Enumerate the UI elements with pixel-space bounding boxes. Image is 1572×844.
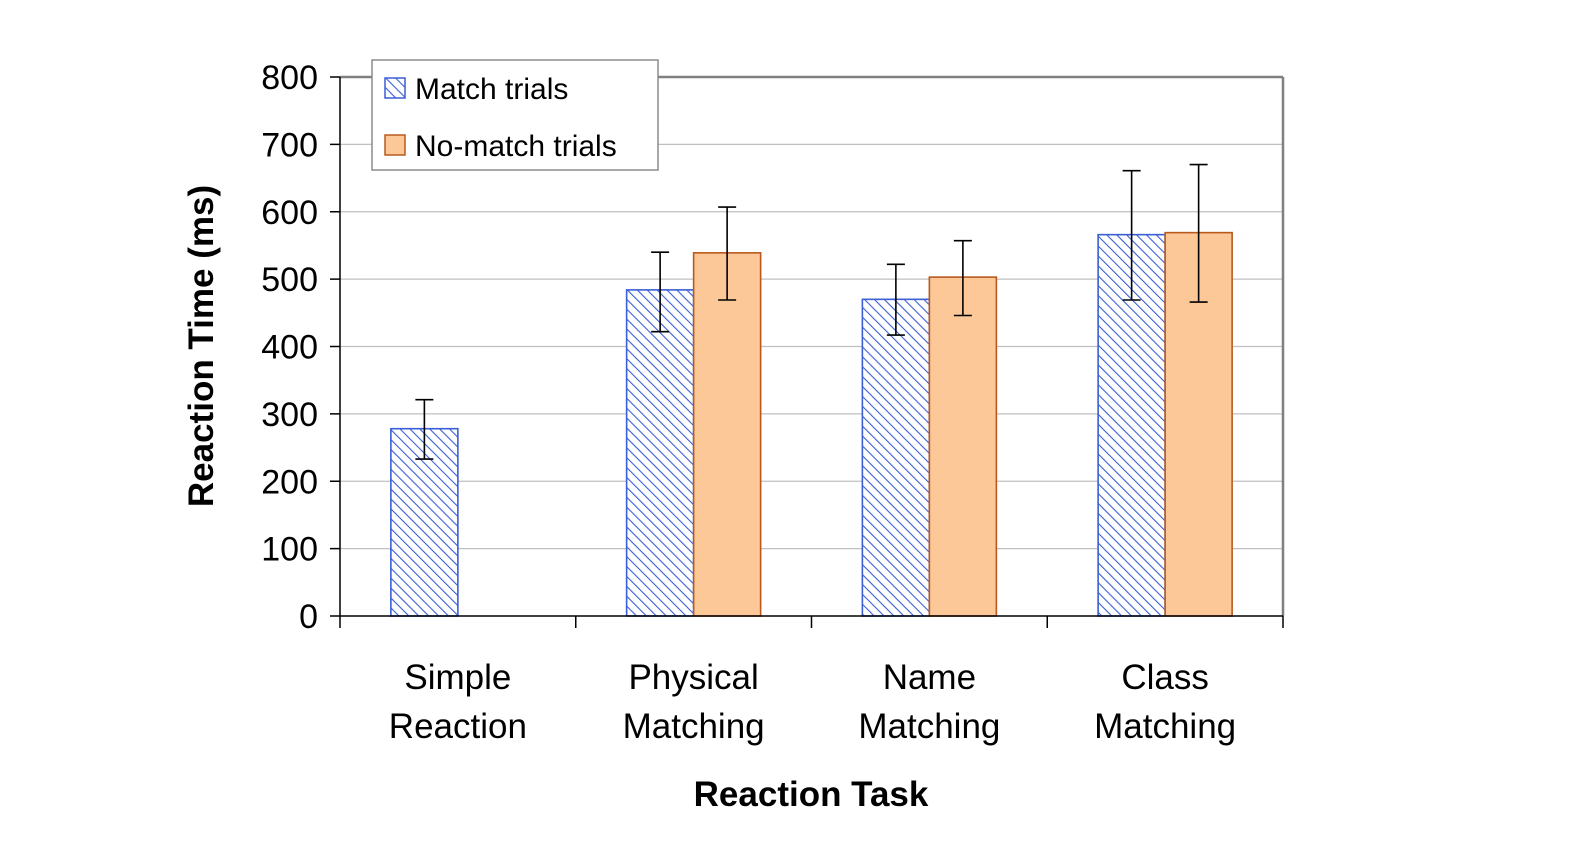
x-tick-label: Matching	[1094, 707, 1236, 746]
y-tick-label: 200	[261, 463, 318, 501]
error-bar	[415, 398, 434, 460]
y-tick-label: 800	[261, 59, 318, 97]
x-tick-label: Physical	[628, 658, 758, 697]
y-tick-label: 500	[261, 261, 318, 299]
x-tick-label: Reaction	[389, 707, 527, 746]
y-tick-label: 400	[261, 329, 318, 367]
legend-swatch-match	[384, 77, 406, 99]
error-bar	[718, 206, 737, 301]
error-bar	[651, 251, 670, 333]
x-tick-label: Simple	[404, 658, 511, 697]
legend: Match trials No-match trials	[371, 59, 659, 171]
y-tick-label: 700	[261, 126, 318, 164]
x-tick-label: Matching	[623, 707, 765, 746]
bars	[390, 231, 1233, 617]
x-tick-label: Class	[1121, 658, 1209, 697]
x-tick-label: Matching	[858, 707, 1000, 746]
y-axis-title: Reaction Time (ms)	[182, 185, 221, 507]
y-tick-label: 300	[261, 396, 318, 434]
error-bar	[953, 239, 972, 317]
bar-nomatch	[928, 276, 998, 617]
error-bar	[886, 263, 905, 336]
labels: 0 100 200 300 400 500 600 700 800 Simple Reaction P…	[261, 59, 1236, 746]
y-tick-label: 0	[299, 598, 318, 636]
legend-swatch-nomatch	[384, 134, 406, 156]
bar-match	[390, 427, 459, 617]
x-tick-label: Name	[883, 658, 976, 697]
bar-nomatch	[692, 252, 762, 617]
error-bar	[1189, 163, 1208, 303]
x-axis-title: Reaction Task	[694, 775, 929, 814]
legend-label-nomatch: No-match trials	[415, 130, 617, 163]
error-bar	[1122, 169, 1141, 301]
error-bars	[415, 163, 1208, 460]
legend-label-match: Match trials	[415, 73, 568, 106]
bar-match	[861, 298, 931, 617]
legend-box	[371, 59, 659, 171]
bar-match	[625, 289, 695, 617]
y-tick-label: 100	[261, 531, 318, 569]
y-tick-label: 600	[261, 194, 318, 232]
